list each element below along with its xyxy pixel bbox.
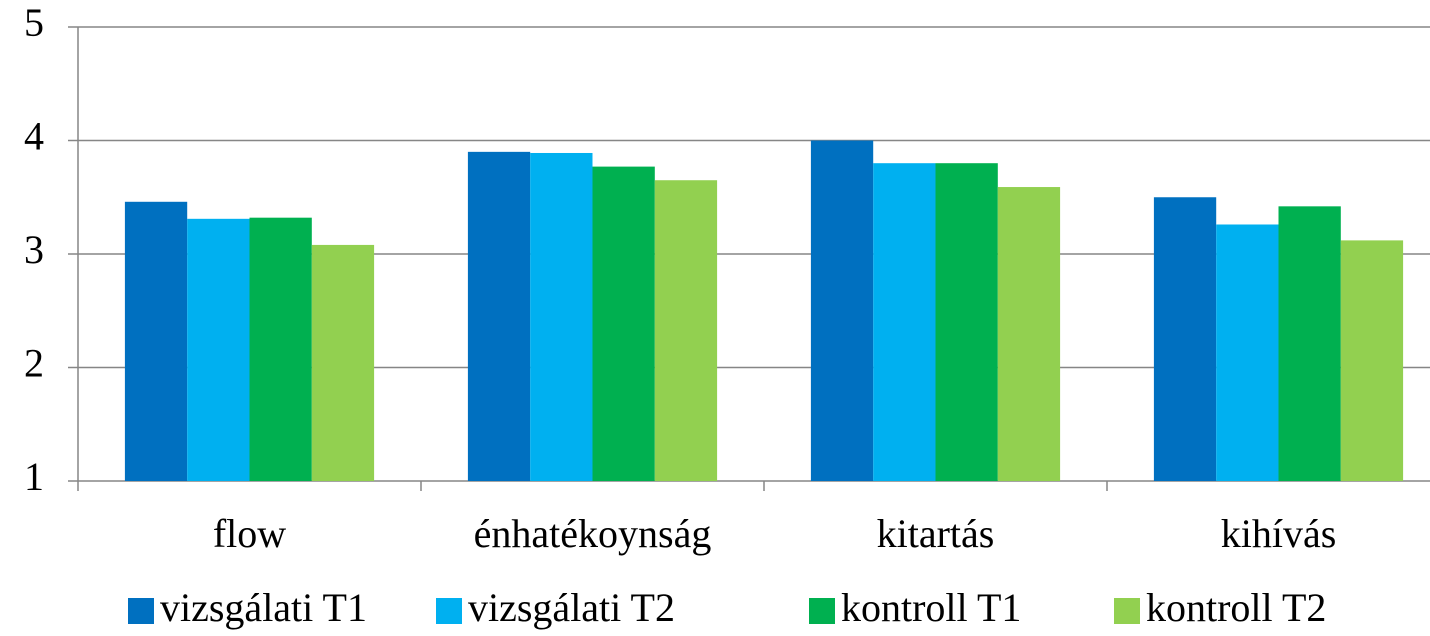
bar [935, 163, 998, 481]
bar [873, 163, 936, 481]
legend-swatch [1114, 598, 1140, 624]
bar [1216, 224, 1279, 482]
legend-swatch [809, 598, 835, 624]
legend-label: kontroll T2 [1146, 585, 1326, 630]
y-tick-label: 1 [24, 454, 44, 499]
bar [1153, 197, 1217, 481]
y-tick-label: 2 [24, 341, 44, 386]
bar [124, 201, 188, 482]
legend-swatch [436, 598, 462, 624]
bar [249, 217, 312, 481]
bar [592, 166, 655, 482]
legend-label: vizsgálati T2 [468, 585, 675, 630]
x-tick-label: kihívás [1221, 511, 1337, 556]
legend-swatch [128, 598, 154, 624]
bar [311, 244, 375, 481]
y-tick-label: 5 [24, 0, 44, 45]
bar [1278, 206, 1341, 481]
bar [467, 151, 531, 481]
legend-label: kontroll T1 [841, 585, 1021, 630]
bar [187, 218, 250, 481]
legend-label: vizsgálati T1 [160, 585, 367, 630]
x-tick-label: énhatékoynság [474, 511, 712, 556]
x-tick-label: flow [213, 511, 286, 556]
y-tick-label: 3 [24, 227, 44, 272]
x-tick-label: kitartás [877, 511, 995, 556]
bar [530, 152, 593, 482]
bar [1340, 240, 1404, 481]
bar [654, 180, 718, 481]
bar [997, 187, 1061, 481]
y-tick-label: 4 [24, 114, 44, 159]
bar [810, 140, 874, 481]
